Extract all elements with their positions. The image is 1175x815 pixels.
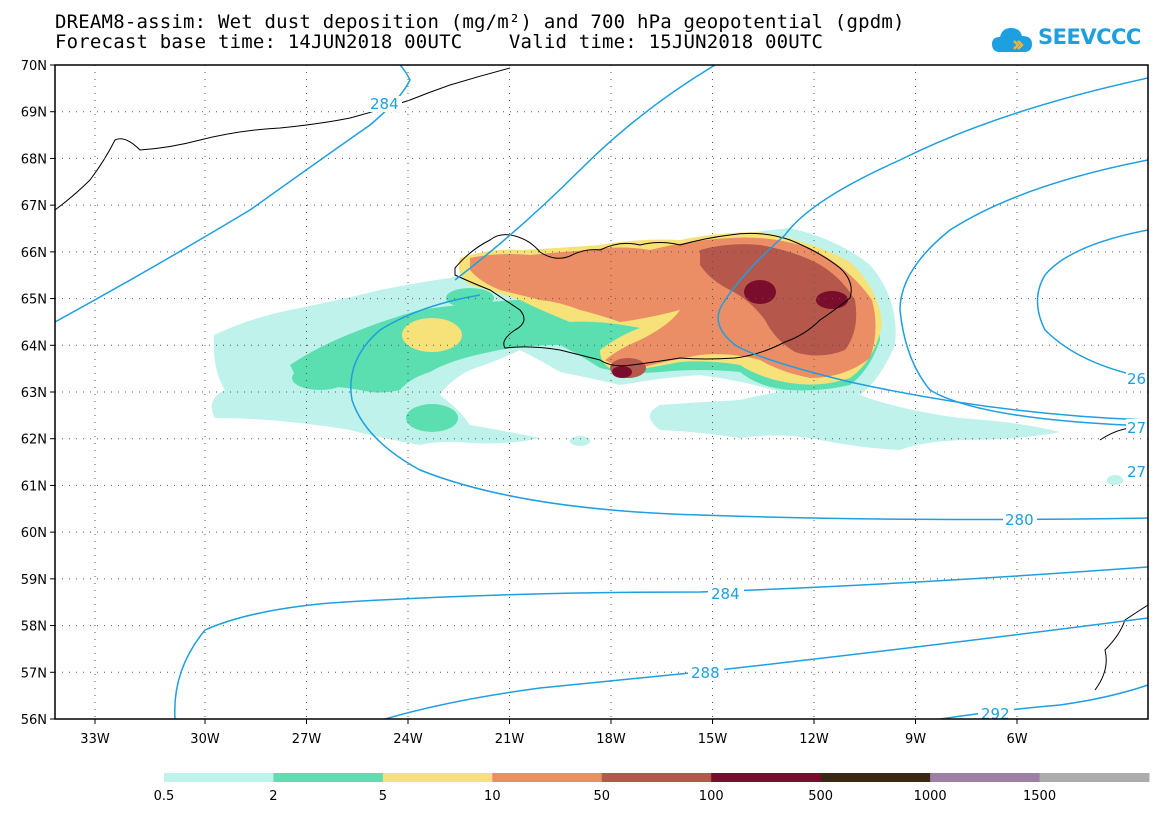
contour-276-ring — [717, 77, 1148, 421]
contour-288 — [384, 617, 1148, 719]
latitude-label: 58N — [21, 620, 47, 635]
longitude-label: 12W — [799, 732, 829, 747]
contour-label: 27 — [1127, 463, 1146, 481]
contour-label: 26 — [1127, 370, 1146, 388]
cloud-icon — [992, 28, 1032, 52]
longitude-label: 6W — [1006, 732, 1027, 747]
longitude-label: 15W — [698, 732, 728, 747]
axis-ticks — [50, 64, 1018, 724]
latitude-label: 61N — [21, 479, 47, 494]
contour-label: 292 — [981, 705, 1010, 723]
colorbar-swatch — [711, 773, 822, 782]
latitude-label: 56N — [21, 713, 47, 728]
logo-text: SEEVCCC — [1038, 25, 1141, 49]
colorbar-swatch — [930, 773, 1041, 782]
colorbar-swatch — [1039, 773, 1150, 782]
latitude-label: 65N — [21, 293, 47, 308]
contour-label: 280 — [1005, 511, 1034, 529]
contour-label: 284 — [370, 95, 399, 113]
longitude-label: 9W — [905, 732, 926, 747]
contour-280-south — [350, 294, 1148, 521]
geopotential-contours — [55, 65, 1148, 719]
latitude-label: 66N — [21, 246, 47, 261]
latitude-labels: 70N 69N 68N 67N 66N 65N 64N 63N 62N 61N 60N 59N 58N 5… — [21, 59, 47, 728]
colorbar-label: 0.5 — [154, 789, 175, 804]
colorbar-label: 2 — [269, 789, 277, 804]
colorbar-label: 100 — [699, 789, 724, 804]
longitude-label: 24W — [393, 732, 423, 747]
colorbar-label: 1500 — [1023, 789, 1056, 804]
deposition-peak — [816, 291, 848, 309]
colorbar-legend: 0.5 2 5 10 50 100 500 1000 1500 — [154, 773, 1150, 804]
colorbar-swatch — [820, 773, 931, 782]
contour-284-north — [55, 65, 411, 323]
longitude-label: 33W — [80, 732, 110, 747]
longitude-labels: 33W 30W 27W 24W 21W 18W 15W 12W 9W 6W — [80, 732, 1027, 747]
contour-label: 288 — [691, 664, 720, 682]
latitude-label: 59N — [21, 573, 47, 588]
colorbar-swatch — [492, 773, 603, 782]
greenland-coastline — [55, 67, 511, 211]
latitude-label: 62N — [21, 433, 47, 448]
graticule — [55, 65, 1148, 719]
contour-292 — [939, 684, 1148, 719]
latitude-label: 68N — [21, 152, 47, 167]
colorbar-swatch — [601, 773, 712, 782]
dust-deposition-shading — [211, 228, 1123, 485]
colorbar-label: 500 — [808, 789, 833, 804]
latitude-label: 69N — [21, 106, 47, 121]
longitude-label: 30W — [190, 732, 220, 747]
deposition-peak — [744, 280, 776, 304]
latitude-label: 64N — [21, 339, 47, 354]
contour-280-north — [454, 65, 716, 281]
latitude-label: 70N — [21, 59, 47, 74]
latitude-label: 57N — [21, 666, 47, 681]
longitude-label: 18W — [596, 732, 626, 747]
colorbar-label: 1000 — [914, 789, 947, 804]
contour-label: 284 — [711, 585, 740, 603]
seevccc-logo: SEEVCCC — [990, 22, 1141, 56]
colorbar-swatch — [273, 773, 384, 782]
map-title-line1: DREAM8-assim: Wet dust deposition (mg/m²… — [55, 11, 905, 33]
deposition-area-very-high — [700, 244, 857, 356]
map-title-line2: Forecast base time: 14JUN2018 00UTC Vali… — [55, 31, 824, 53]
latitude-label: 60N — [21, 526, 47, 541]
colorbar-label: 50 — [594, 789, 611, 804]
longitude-label: 21W — [495, 732, 525, 747]
colorbar-label: 10 — [484, 789, 501, 804]
norway-coastline — [1094, 604, 1148, 691]
colorbar-swatch — [164, 773, 274, 782]
latitude-label: 67N — [21, 199, 47, 214]
contour-272-ring — [899, 159, 1148, 427]
latitude-label: 63N — [21, 386, 47, 401]
longitude-label: 27W — [292, 732, 322, 747]
colorbar-swatch — [382, 773, 493, 782]
contour-284-south — [174, 566, 1148, 719]
contour-label: 27 — [1127, 419, 1146, 437]
colorbar-label: 5 — [379, 789, 387, 804]
deposition-peak — [612, 366, 632, 378]
contour-268-ring — [1036, 229, 1148, 379]
